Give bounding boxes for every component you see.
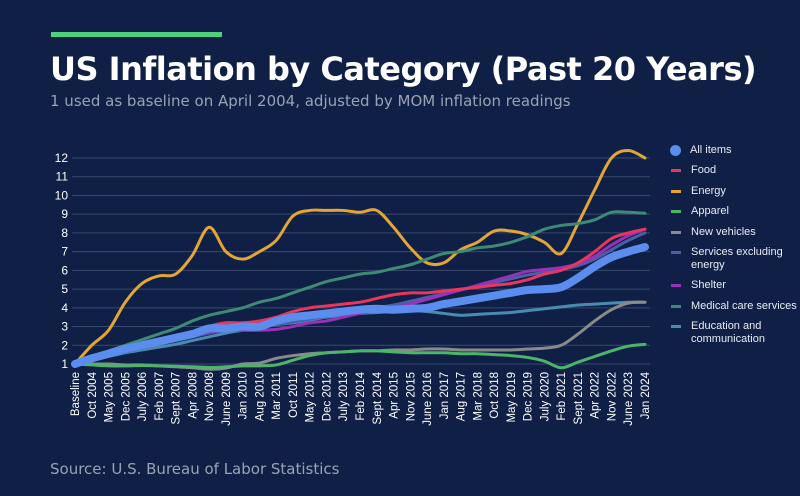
legend-line-icon [671,325,681,329]
y-tick-label: 9 [61,207,68,221]
x-tick-label: Mar 2018 [472,372,484,421]
y-tick-label: 7 [61,245,68,259]
x-tick-label: Sept 2007 [171,372,183,424]
gridlines [72,157,650,365]
y-tick-label: 1 [61,357,68,371]
legend-label: Medical care services [691,299,797,312]
series-line-medical-care-services [73,210,647,366]
x-tick-label: May 2012 [305,372,317,423]
x-tick-label: Dec 2005 [120,372,132,421]
legend-label: Shelter [691,279,726,292]
x-tick-label: Oct 2004 [87,371,99,418]
y-tick-label: 4 [61,301,68,315]
legend-item: Education and communication [668,320,798,346]
y-tick-label: 10 [55,188,69,202]
legend-item: New vehicles [668,226,798,239]
legend-item: Energy [668,185,798,198]
x-axis-ticks: Baseline Oct 2004 May 2005 Dec 2005 July 200… [70,371,652,425]
x-tick-label: Nov 2015 [405,372,417,421]
series-lines [71,149,649,371]
legend-item: Food [668,164,798,177]
x-tick-label: Dec 2019 [523,372,535,421]
legend-line-icon [671,250,681,254]
legend-line-icon [671,304,681,308]
x-tick-label: June 2016 [422,372,434,426]
accent-bar [51,32,222,37]
x-tick-label: Jan 2024 [640,371,652,419]
legend-item: All items [668,144,798,157]
x-tick-label: Jan 2017 [439,372,451,419]
legend-label: New vehicles [691,225,756,238]
x-tick-label: Nov 2022 [606,372,618,421]
legend-label: All items [690,144,732,156]
x-tick-label: May 2005 [104,372,116,423]
x-tick-label: July 2013 [338,372,350,421]
x-tick-label: Dec 2012 [321,372,333,421]
x-tick-label: Feb 2007 [154,372,166,421]
y-tick-label: 3 [61,320,68,334]
y-tick-label: 6 [61,263,68,277]
x-tick-label: Mar 2011 [271,372,283,420]
y-tick-label: 11 [56,170,69,184]
legend-line-icon [671,210,681,214]
legend-line-icon [671,284,681,288]
chart-subtitle: 1 used as baseline on April 2004, adjust… [50,92,571,110]
legend-line-icon [671,189,681,193]
legend-label: Energy [691,184,726,197]
x-tick-label: July 2006 [137,372,149,421]
x-tick-label: Apr 2008 [187,372,199,419]
legend-label: Apparel [691,205,729,218]
series-line-apparel [73,342,647,370]
legend-line-icon [671,169,681,173]
x-tick-label: Feb 2021 [556,372,568,421]
x-tick-label: Oct 2011 [288,372,300,418]
source-note: Source: U.S. Bureau of Labor Statistics [50,460,340,478]
x-tick-label: Oct 2018 [489,372,501,419]
x-tick-label: Aug 2017 [456,372,468,421]
y-tick-label: 5 [61,282,68,296]
series-line-energy [73,149,647,366]
x-tick-label: Apr 2015 [389,372,401,419]
y-tick-label: 2 [61,338,68,352]
chart-title: US Inflation by Category (Past 20 Years) [50,50,757,88]
legend-item: Services excluding energy [668,246,798,272]
x-tick-label: Apr 2022 [590,372,602,419]
x-tick-label: Jan 2010 [238,372,250,419]
legend-item: Medical care services [668,300,798,313]
x-tick-label: Sept 2021 [573,372,585,424]
x-tick-label: Aug 2010 [254,372,266,421]
legend-circle-icon [670,145,681,156]
series-line-all-items [71,242,649,368]
legend-label: Education and communication [691,320,765,346]
legend-item: Shelter [668,279,798,292]
x-tick-label: June 2023 [623,372,635,426]
legend-label: Services excluding energy [691,245,783,271]
legend-item: Apparel [668,205,798,218]
x-tick-label: May 2019 [506,372,518,423]
legend: All items Food Energy Apparel New vehicles Se… [668,144,798,354]
x-tick-label: June 2009 [221,372,233,426]
x-tick-label: Baseline [70,372,82,416]
x-tick-label: Nov 2008 [204,372,216,421]
x-tick-label: Feb 2014 [355,371,367,420]
x-tick-label: Sept 2014 [372,371,384,424]
legend-line-icon [671,230,681,234]
x-tick-label: July 2020 [539,372,551,421]
y-tick-label: 12 [55,151,69,165]
legend-label: Food [691,164,717,177]
y-tick-label: 8 [61,226,68,240]
